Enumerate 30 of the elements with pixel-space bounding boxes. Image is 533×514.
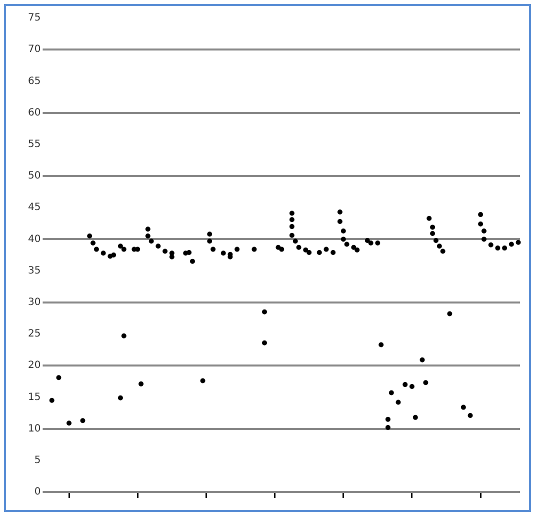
point	[337, 219, 342, 224]
y-tick-label: 10	[28, 423, 41, 434]
point	[289, 232, 294, 238]
y-tick-label: 35	[28, 265, 41, 276]
point	[385, 425, 390, 430]
y-tick-label: 40	[28, 234, 41, 245]
y-tick-label: 45	[28, 202, 41, 214]
y-tick-label: 25	[28, 328, 41, 340]
point	[478, 222, 484, 227]
y-tick-label: 20	[28, 360, 41, 372]
point	[430, 231, 436, 236]
y-tick-label: 0	[34, 486, 41, 498]
point	[289, 217, 294, 222]
point	[481, 236, 486, 242]
y-tick-label: 5	[34, 454, 41, 466]
point	[262, 340, 267, 346]
point	[289, 224, 294, 230]
point	[118, 395, 123, 400]
y-tick-label: 30	[28, 296, 41, 308]
point	[340, 236, 346, 242]
y-tick-label: 50	[28, 170, 41, 182]
point	[207, 238, 212, 244]
point	[121, 333, 126, 338]
y-tick-label: 70	[28, 44, 41, 56]
y-tick-label: 75	[28, 12, 41, 24]
y-tick-label: 65	[28, 76, 41, 87]
y-tick-label: 60	[28, 107, 41, 118]
y-tick-label: 55	[28, 138, 41, 150]
point	[145, 234, 150, 239]
y-tick-label: 15	[28, 392, 41, 403]
